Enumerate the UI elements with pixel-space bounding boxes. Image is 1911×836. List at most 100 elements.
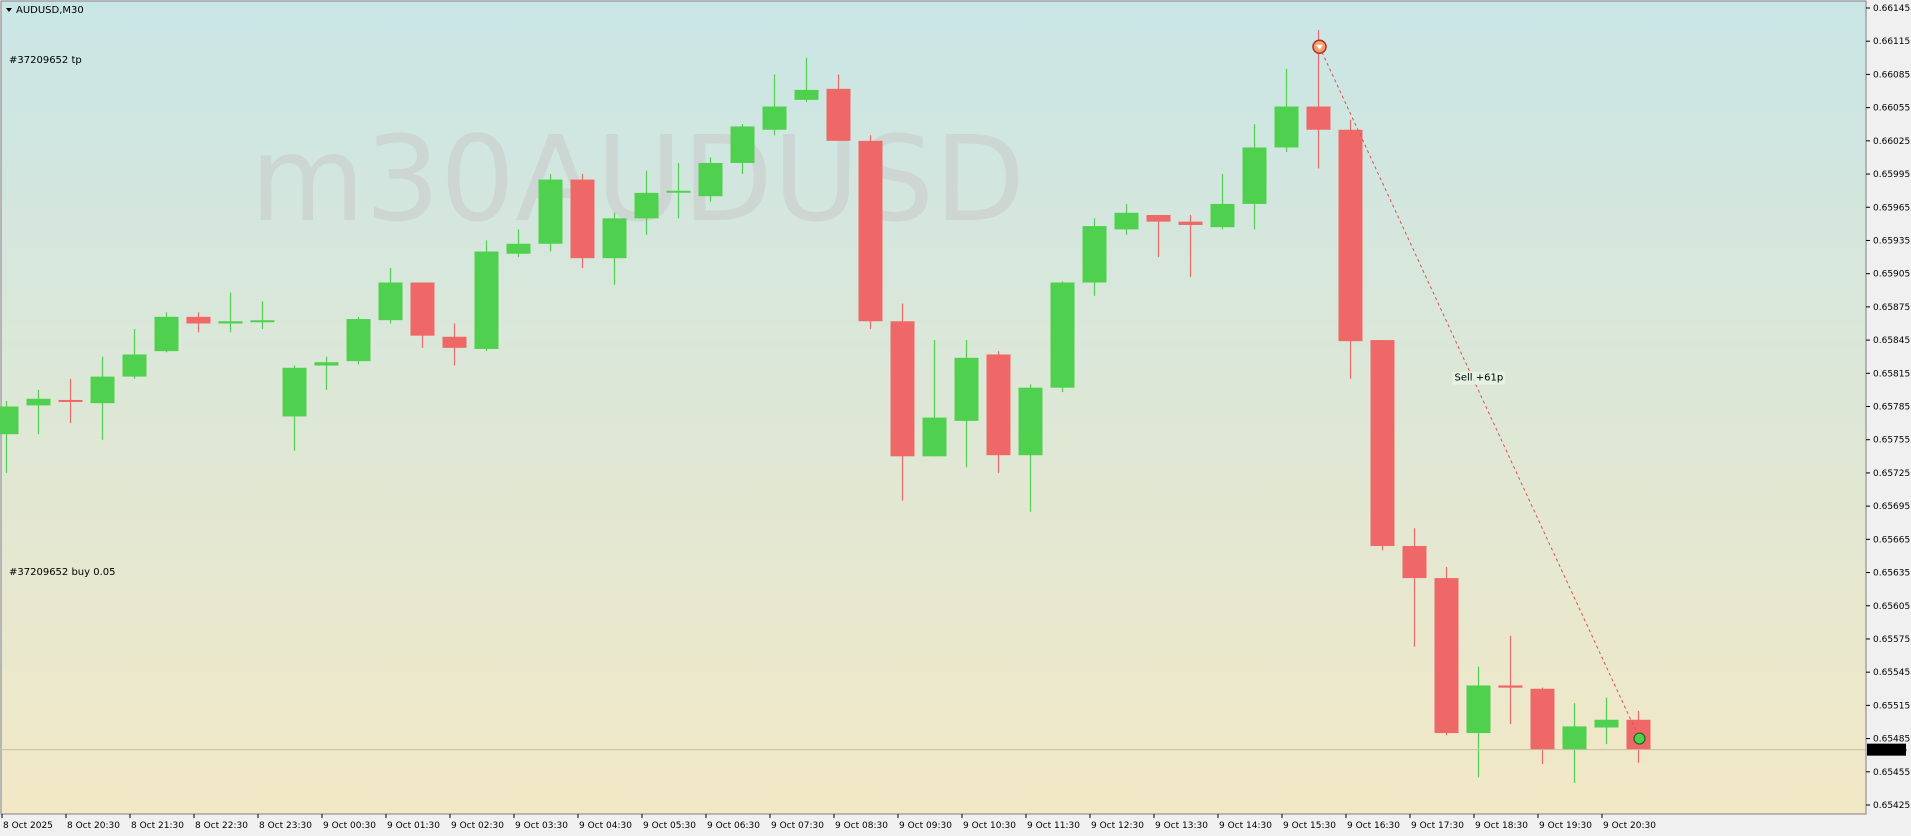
candle xyxy=(186,312,211,333)
candle xyxy=(954,340,979,468)
candle-body xyxy=(1402,545,1427,579)
plot-area xyxy=(0,0,1867,815)
y-tick-label: 0.65455 xyxy=(1873,768,1910,778)
dropdown-triangle-icon[interactable] xyxy=(6,8,12,12)
candle-body xyxy=(954,357,979,421)
candle xyxy=(634,170,659,235)
x-tick-label: 9 Oct 20:30 xyxy=(1603,821,1656,831)
candle xyxy=(218,292,243,333)
candle-body xyxy=(90,376,115,404)
current-price-label: 0.65475 xyxy=(1870,746,1907,756)
candle xyxy=(1210,174,1235,230)
candle xyxy=(986,351,1011,473)
candle xyxy=(1146,214,1171,258)
candle xyxy=(0,400,19,473)
candle xyxy=(570,174,595,269)
candle-body xyxy=(1082,226,1107,283)
candle xyxy=(314,356,339,390)
sell-open-marker-icon[interactable] xyxy=(1312,39,1327,54)
candle-body xyxy=(314,362,339,366)
y-tick-label: 0.65815 xyxy=(1873,369,1910,379)
candle xyxy=(666,162,691,219)
candle-body xyxy=(154,316,179,352)
trade-layer: Sell +61p xyxy=(1312,39,1646,745)
candle xyxy=(346,316,371,365)
x-tick-label: 9 Oct 15:30 xyxy=(1283,821,1336,831)
symbol-label: AUDUSD,M30 xyxy=(16,5,84,16)
candle-body xyxy=(1466,685,1491,734)
candle xyxy=(442,323,467,366)
trade-result-label: Sell +61p xyxy=(1455,373,1504,384)
candle xyxy=(1530,687,1555,765)
time-axis[interactable]: 8 Oct 2025 8 Oct 20:30 8 Oct 21:30 8 Oct 22… xyxy=(1,814,1656,831)
candle xyxy=(1082,218,1107,296)
candle xyxy=(1562,703,1587,783)
candle-body xyxy=(378,282,403,321)
candle xyxy=(922,340,947,457)
symbol-header[interactable]: AUDUSD,M30 xyxy=(6,5,84,16)
tp-order-label[interactable]: #37209652 tp xyxy=(9,55,82,66)
x-tick-label: 9 Oct 10:30 xyxy=(963,821,1016,831)
candle-body xyxy=(474,251,499,349)
candle xyxy=(890,303,915,501)
x-tick-label: 9 Oct 07:30 xyxy=(771,821,824,831)
candle-body xyxy=(282,367,307,417)
buy-order-label[interactable]: #37209652 buy 0.05 xyxy=(9,567,116,578)
x-tick-label: 9 Oct 14:30 xyxy=(1219,821,1272,831)
candle xyxy=(826,74,851,141)
candle xyxy=(90,356,115,440)
candle-body xyxy=(122,354,147,377)
candle-body xyxy=(570,179,595,259)
candle xyxy=(858,135,883,330)
candle xyxy=(154,312,179,353)
x-tick-label: 9 Oct 08:30 xyxy=(835,821,888,831)
candle xyxy=(122,329,147,379)
watermark-text: m30AUDUSD xyxy=(250,110,1025,248)
candle-body xyxy=(1306,106,1331,130)
candle xyxy=(1370,340,1395,551)
x-tick-label: 9 Oct 12:30 xyxy=(1091,821,1144,831)
y-tick-label: 0.65605 xyxy=(1873,602,1910,612)
trade-line xyxy=(1319,46,1640,739)
candle-body xyxy=(506,243,531,254)
trade-close-marker-icon[interactable] xyxy=(1633,732,1646,745)
candle-body xyxy=(1370,340,1395,546)
candle-body xyxy=(442,336,467,348)
candle-body xyxy=(186,316,211,324)
x-tick-label: 9 Oct 01:30 xyxy=(387,821,440,831)
candle-body xyxy=(1498,685,1523,688)
candle-body xyxy=(0,406,19,435)
x-tick-label: 9 Oct 19:30 xyxy=(1539,821,1592,831)
candle xyxy=(538,174,563,252)
candle xyxy=(1242,124,1267,230)
current-price-tag: 0.65475 xyxy=(1867,743,1907,756)
candle xyxy=(1402,528,1427,647)
x-tick-label: 9 Oct 16:30 xyxy=(1347,821,1400,831)
x-tick-label: 9 Oct 03:30 xyxy=(515,821,568,831)
candle xyxy=(1466,666,1491,778)
candle-body xyxy=(538,179,563,244)
price-axis[interactable]: 0.66145 0.66115 0.66085 0.66055 0.66025 0.659… xyxy=(1866,4,1910,811)
candle xyxy=(762,74,787,136)
y-tick-label: 0.65665 xyxy=(1873,535,1910,545)
y-tick-label: 0.65935 xyxy=(1873,236,1910,246)
y-tick-label: 0.65965 xyxy=(1873,203,1910,213)
candle-body xyxy=(634,192,659,219)
candle xyxy=(410,282,435,348)
candle-body xyxy=(794,89,819,100)
candle-body xyxy=(858,140,883,322)
y-tick-label: 0.65695 xyxy=(1873,502,1910,512)
candle xyxy=(1114,203,1139,235)
candle xyxy=(698,157,723,202)
candle xyxy=(1018,384,1043,512)
y-tick-label: 0.65545 xyxy=(1873,668,1910,678)
candle-body xyxy=(1114,212,1139,230)
candle-body xyxy=(1274,106,1299,148)
candle-body xyxy=(1018,387,1043,456)
candle xyxy=(794,57,819,103)
candle-body xyxy=(1562,726,1587,750)
candle xyxy=(1178,214,1203,277)
x-tick-label: 8 Oct 2025 xyxy=(3,821,53,831)
